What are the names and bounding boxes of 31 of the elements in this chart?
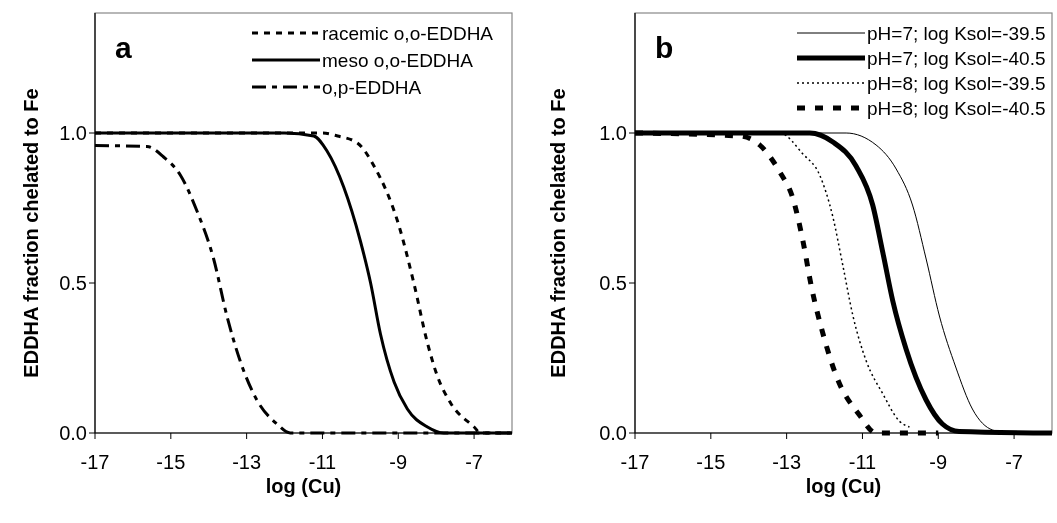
x-tick-label: -13 xyxy=(772,451,802,473)
x-tick-label: -7 xyxy=(465,451,483,473)
y-axis-title: EDDHA fraction chelated to Fe xyxy=(547,88,569,378)
x-tick-label: -7 xyxy=(1005,451,1023,473)
x-tick-label: -17 xyxy=(620,451,650,473)
y-tick-label: 0.0 xyxy=(59,422,87,444)
x-tick-label: -11 xyxy=(848,451,877,473)
y-tick-label: 0.0 xyxy=(599,422,627,444)
legend-label: pH=8; log Ksol=-40.5 xyxy=(867,98,1046,119)
legend-label: pH=7; log Ksol=-40.5 xyxy=(867,48,1046,69)
legend-label: meso o,o-EDDHA xyxy=(322,50,474,71)
y-tick-label: 1.0 xyxy=(599,122,627,144)
legend-label: o,p-EDDHA xyxy=(322,77,422,98)
legend-label: pH=8; log Ksol=-39.5 xyxy=(867,73,1046,94)
y-tick-label: 0.5 xyxy=(59,272,87,294)
x-tick-label: -9 xyxy=(389,451,408,473)
annotation: a xyxy=(115,31,132,64)
x-tick-label: -15 xyxy=(156,451,186,473)
y-tick-label: 1.0 xyxy=(59,122,87,144)
y-axis-title: EDDHA fraction chelated to Fe xyxy=(20,88,42,378)
x-tick-label: -17 xyxy=(80,451,110,473)
x-axis-title: log (Cu) xyxy=(265,475,342,497)
y-tick-label: 0.5 xyxy=(599,272,627,294)
x-tick-label: -13 xyxy=(232,451,262,473)
legend-label: pH=7; log Ksol=-39.5 xyxy=(867,23,1046,44)
legend-label: racemic o,o-EDDHA xyxy=(322,23,494,44)
annotation: b xyxy=(655,31,674,64)
x-tick-label: -11 xyxy=(308,451,337,473)
x-tick-label: -9 xyxy=(929,451,948,473)
x-axis-title: log (Cu) xyxy=(805,475,882,497)
x-tick-label: -15 xyxy=(696,451,726,473)
